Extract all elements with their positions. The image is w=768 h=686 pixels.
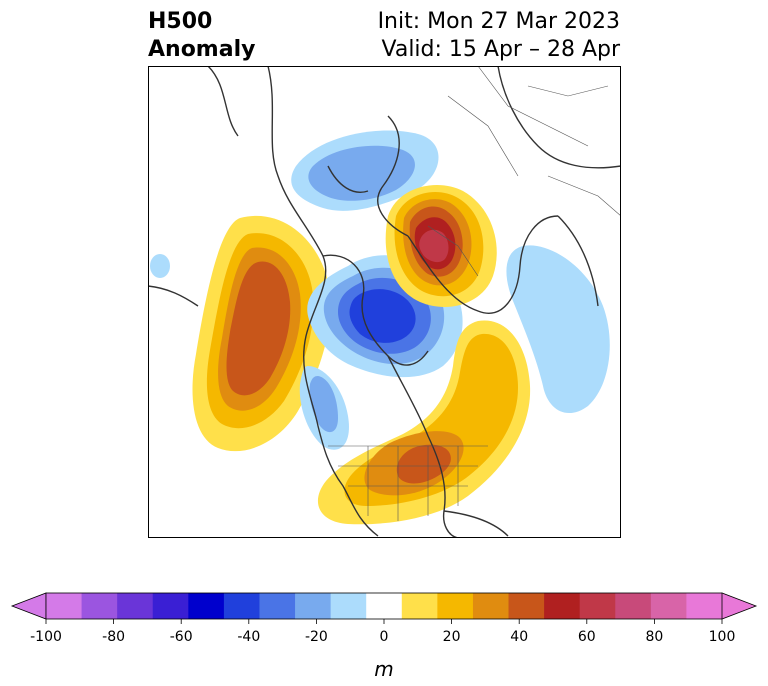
anomaly-gulf-of-alaska-ridge [192,215,331,452]
colorbar-swatch [686,593,723,619]
anomaly-scandinavia-ridge [385,184,497,307]
title-left: H500 Anomaly [148,8,255,64]
colorbar-swatch [152,593,189,619]
colorbar-swatch [401,593,438,619]
title-field: Anomaly [148,37,256,62]
country-borders [328,66,621,521]
colorbar-swatch [188,593,225,619]
colorbar-tick-label: 0 [380,629,389,645]
colorbar-tick-label: 80 [645,629,663,645]
colorbar-swatch [615,593,652,619]
colorbar-tick-label: 100 [709,629,736,645]
colorbar-tick-label: -60 [170,629,193,645]
colorbar-swatch [544,593,581,619]
colorbar-swatch [366,593,403,619]
colorbar: -100 -80 -60 -40 -20 0 20 40 60 80 100 [10,592,758,645]
coastlines [148,66,621,538]
colorbar-tick-label: 60 [578,629,596,645]
colorbar-unit-label: m [374,657,394,681]
colorbar-swatch [472,593,510,619]
anomaly-arctic-trough [291,130,439,211]
colorbar-tick-label: 40 [510,629,528,645]
init-date: Init: Mon 27 Mar 2023 [377,9,620,34]
anomaly-small-trough [150,254,170,278]
colorbar-tick-label: -20 [305,629,328,645]
anomaly-map [148,66,621,538]
colorbar-tick-label: -40 [237,629,260,645]
colorbar-swatch [650,593,687,619]
colorbar-swatch [579,593,616,619]
colorbar-swatch [295,593,332,619]
colorbar-tick-label: 20 [443,629,461,645]
colorbar-swatch [330,593,367,619]
colorbar-swatch [81,593,118,619]
colorbar-swatch [223,593,260,619]
map-frame [148,66,621,538]
colorbar-under-arrow [10,592,47,620]
colorbar-tick-label: -80 [102,629,125,645]
valid-range: Valid: 15 Apr – 28 Apr [381,37,621,62]
colorbar-swatch [437,593,474,619]
colorbar-swatch [117,593,154,619]
anomaly-siberia-trough [506,245,610,414]
colorbar-swatch [46,593,83,619]
anomaly-eastern-us-ridge [317,320,531,525]
colorbar-over-arrow [721,592,758,620]
colorbar-swatch [508,593,545,619]
colorbar-tick-label: -100 [30,629,62,645]
title-variable: H500 [148,9,213,34]
colorbar-swatch [259,593,296,619]
title-right: Init: Mon 27 Mar 2023 Valid: 15 Apr – 28… [378,8,620,64]
